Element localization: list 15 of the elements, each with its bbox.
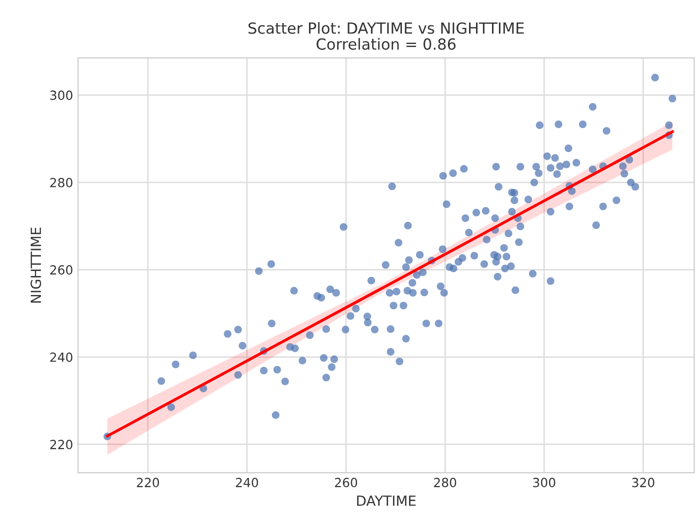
chart-subtitle: Correlation = 0.86 (316, 38, 456, 50)
x-tick-label: 260 (335, 478, 358, 488)
x-tick-label: 320 (632, 478, 654, 488)
y-axis-title: NIGHTTIME (30, 228, 42, 303)
chart-title: Scatter Plot: DAYTIME vs NIGHTTIME (248, 22, 524, 34)
y-tick-label: 300 (50, 90, 72, 100)
y-tick-label: 240 (50, 352, 72, 362)
x-tick-label: 300 (533, 478, 556, 488)
y-tick-label: 260 (50, 265, 72, 275)
x-tick-label: 240 (236, 478, 258, 488)
y-tick-label: 280 (50, 178, 72, 188)
y-tick-label: 220 (50, 440, 72, 450)
x-axis-title: DAYTIME (357, 496, 416, 506)
x-tick-label: 220 (136, 478, 159, 488)
x-tick-label: 280 (434, 478, 456, 488)
